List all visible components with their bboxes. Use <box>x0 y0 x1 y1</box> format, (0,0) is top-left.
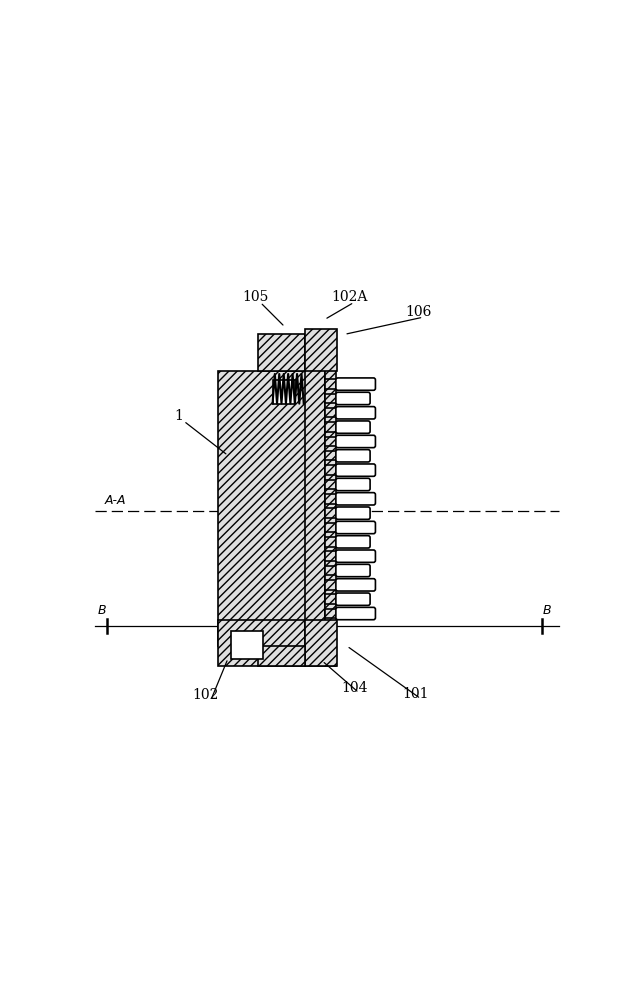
FancyBboxPatch shape <box>336 450 370 462</box>
Bar <box>325 537 338 547</box>
FancyBboxPatch shape <box>336 464 375 476</box>
Bar <box>325 594 338 604</box>
Text: 104: 104 <box>341 681 367 695</box>
FancyBboxPatch shape <box>336 507 370 519</box>
Bar <box>325 437 338 446</box>
Text: B: B <box>98 604 107 617</box>
FancyBboxPatch shape <box>336 536 370 548</box>
Text: 105: 105 <box>242 290 269 304</box>
Bar <box>305 329 337 371</box>
Bar <box>325 451 338 460</box>
FancyBboxPatch shape <box>336 579 375 591</box>
Bar <box>305 352 325 666</box>
Bar <box>258 334 305 371</box>
Text: B: B <box>543 604 551 617</box>
Bar <box>272 380 295 404</box>
FancyBboxPatch shape <box>336 378 375 390</box>
Text: 101: 101 <box>403 687 429 701</box>
Text: A-A: A-A <box>105 494 126 507</box>
FancyBboxPatch shape <box>336 493 375 505</box>
Bar <box>325 566 338 575</box>
Bar <box>325 422 338 432</box>
FancyBboxPatch shape <box>336 550 375 562</box>
Bar <box>325 508 338 518</box>
Bar <box>325 494 338 504</box>
FancyBboxPatch shape <box>336 421 370 433</box>
Bar <box>218 371 327 646</box>
FancyBboxPatch shape <box>336 407 375 419</box>
Bar <box>325 580 338 590</box>
Bar <box>325 480 338 489</box>
FancyBboxPatch shape <box>336 564 370 577</box>
FancyBboxPatch shape <box>336 593 370 605</box>
FancyBboxPatch shape <box>336 607 375 620</box>
FancyBboxPatch shape <box>336 478 370 491</box>
FancyBboxPatch shape <box>336 521 375 534</box>
Bar <box>325 352 336 666</box>
Bar <box>325 379 338 389</box>
Bar <box>305 620 337 666</box>
Bar <box>218 620 305 666</box>
Bar <box>325 609 338 618</box>
FancyBboxPatch shape <box>336 392 370 405</box>
Text: 102A: 102A <box>331 290 367 304</box>
Bar <box>325 408 338 417</box>
Bar <box>325 551 338 561</box>
Bar <box>325 465 338 475</box>
Text: 1: 1 <box>174 409 183 423</box>
Bar <box>230 631 263 659</box>
FancyBboxPatch shape <box>336 435 375 448</box>
Bar <box>258 646 305 666</box>
Text: 106: 106 <box>405 305 432 319</box>
Text: 102: 102 <box>193 688 219 702</box>
Bar <box>325 523 338 532</box>
Bar <box>325 394 338 403</box>
